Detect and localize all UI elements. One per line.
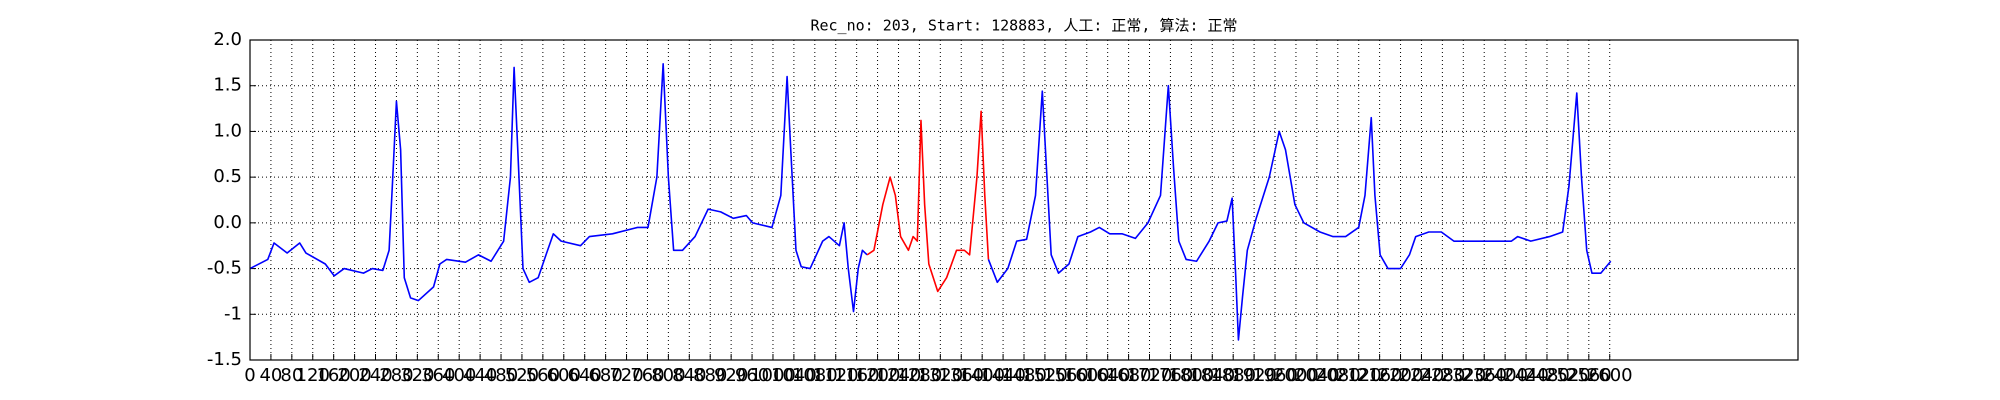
y-tick-label: 2.0 xyxy=(213,29,242,50)
y-tick-label: -0.5 xyxy=(207,258,242,279)
x-tick-label: 1560 xyxy=(1043,365,1089,386)
chart-title: Rec_no: 203, Start: 128883, 人工: 正常, 算法: … xyxy=(810,17,1237,35)
x-tick-label: 2520 xyxy=(1545,365,1591,386)
y-tick-label: -1 xyxy=(224,303,242,324)
x-tick-label: 1120 xyxy=(813,365,859,386)
x-tick-label: 2080 xyxy=(1315,365,1361,386)
x-tick-label: 760 xyxy=(630,365,664,386)
y-tick-label: 1.0 xyxy=(213,120,242,141)
x-tick-label: 240 xyxy=(358,365,392,386)
x-tick-label: 1840 xyxy=(1189,365,1235,386)
x-tick-label: 1360 xyxy=(938,365,984,386)
y-tick-label: 1.5 xyxy=(213,75,242,96)
x-tick-label: 1800 xyxy=(1168,365,1214,386)
plot-frame xyxy=(249,39,1799,361)
x-tick-label: 1040 xyxy=(771,365,817,386)
ecg-line xyxy=(987,84,1612,341)
x-tick-label: 440 xyxy=(463,365,497,386)
x-tick-label: 280 xyxy=(379,365,413,386)
x-tick-label: 720 xyxy=(609,365,643,386)
x-tick-label: 2160 xyxy=(1357,365,1403,386)
y-tick-label: -1.5 xyxy=(207,349,242,370)
x-tick-label: 160 xyxy=(316,365,350,386)
x-tick-label: 1600 xyxy=(1064,365,1110,386)
x-tick-label: 1760 xyxy=(1148,365,1194,386)
x-tick-label: 2120 xyxy=(1336,365,1382,386)
x-tick-label: 400 xyxy=(442,365,476,386)
x-tick-label: 120 xyxy=(296,365,330,386)
x-tick-label: 1720 xyxy=(1127,365,1173,386)
x-tick-label: 320 xyxy=(400,365,434,386)
x-tick-label: 1440 xyxy=(980,365,1026,386)
y-tick-label: 0.5 xyxy=(213,166,242,187)
x-tick-label: 600 xyxy=(547,365,581,386)
x-tick-label: 360 xyxy=(421,365,455,386)
x-tick-label: 640 xyxy=(568,365,602,386)
x-tick-label: 200 xyxy=(337,365,371,386)
x-tick-label: 1160 xyxy=(834,365,880,386)
x-tick-label: 1680 xyxy=(1106,365,1152,386)
x-tick-label: 2000 xyxy=(1273,365,1319,386)
x-tick-label: 920 xyxy=(714,365,748,386)
ecg-line xyxy=(866,110,990,293)
y-tick-label: 0.0 xyxy=(213,212,242,233)
x-tick-label: 80 xyxy=(280,365,303,386)
x-tick-label: 800 xyxy=(651,365,685,386)
x-tick-label: 2040 xyxy=(1294,365,1340,386)
x-tick-label: 880 xyxy=(693,365,727,386)
x-tick-label: 1520 xyxy=(1022,365,1068,386)
x-tick-label: 40 xyxy=(259,365,282,386)
x-tick-label: 840 xyxy=(672,365,706,386)
x-tick-label: 480 xyxy=(484,365,518,386)
x-tick-label: 1280 xyxy=(896,365,942,386)
x-tick-label: 2280 xyxy=(1419,365,1465,386)
x-tick-label: 2400 xyxy=(1482,365,1528,386)
x-tick-label: 520 xyxy=(505,365,539,386)
x-tick-label: 2600 xyxy=(1587,365,1633,386)
x-tick-label: 2440 xyxy=(1503,365,1549,386)
x-tick-label: 1400 xyxy=(959,365,1005,386)
x-tick-label: 1640 xyxy=(1085,365,1131,386)
x-tick-label: 2200 xyxy=(1378,365,1424,386)
x-tick-label: 1320 xyxy=(917,365,963,386)
x-tick-label: 1000 xyxy=(750,365,796,386)
x-tick-label: 1080 xyxy=(792,365,838,386)
x-tick-label: 0 xyxy=(244,365,255,386)
x-tick-label: 1240 xyxy=(876,365,922,386)
x-tick-label: 680 xyxy=(588,365,622,386)
x-tick-label: 2560 xyxy=(1566,365,1612,386)
x-tick-label: 2480 xyxy=(1524,365,1570,386)
x-tick-label: 1920 xyxy=(1231,365,1277,386)
x-tick-label: 2320 xyxy=(1440,365,1486,386)
x-tick-label: 1200 xyxy=(855,365,901,386)
x-tick-label: 960 xyxy=(735,365,769,386)
x-tick-label: 1960 xyxy=(1252,365,1298,386)
x-tick-label: 560 xyxy=(526,365,560,386)
ecg-line xyxy=(249,62,868,313)
x-tick-label: 2240 xyxy=(1399,365,1445,386)
x-tick-label: 1480 xyxy=(1001,365,1047,386)
x-tick-label: 2360 xyxy=(1461,365,1507,386)
x-tick-label: 1880 xyxy=(1210,365,1256,386)
